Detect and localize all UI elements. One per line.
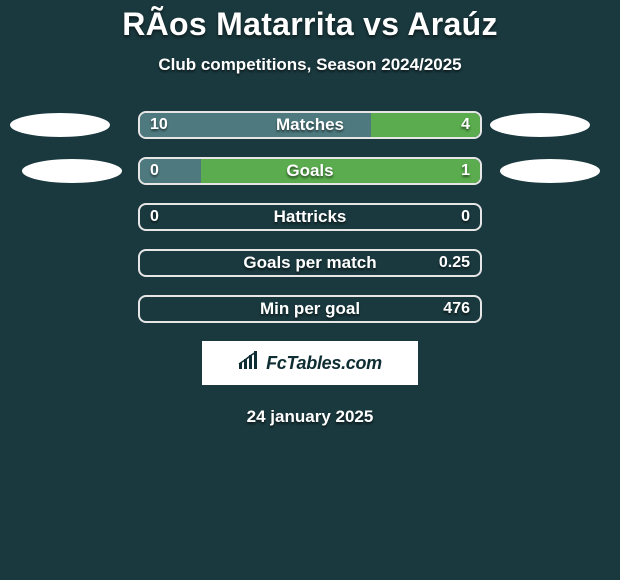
stat-row: Hattricks 0 0 [0,203,620,231]
comparison-card: RÃ­os Matarrita vs Araúz Club competitio… [0,0,620,580]
stat-label: Goals [286,161,333,181]
stat-value-right: 4 [461,116,470,134]
stat-bar: Hattricks 0 0 [138,203,482,231]
stat-label: Goals per match [243,253,376,273]
stat-bar: Goals per match 0.25 [138,249,482,277]
stat-value-right: 1 [461,162,470,180]
page-title: RÃ­os Matarrita vs Araúz [0,6,620,43]
decor-ellipse-right [490,113,590,137]
stat-value-left: 10 [150,116,168,134]
stat-row: Min per goal 476 [0,295,620,323]
bar-chart-icon [238,351,260,376]
stats-area: Matches 10 4 Goals 0 1 Hattricks 0 0 Goals per ma… [0,111,620,323]
stat-row: Matches 10 4 [0,111,620,139]
stat-value-left: 0 [150,208,159,226]
logo-text: FcTables.com [266,353,382,374]
decor-ellipse-left [22,159,122,183]
stat-label: Matches [276,115,344,135]
stat-row: Goals per match 0.25 [0,249,620,277]
stat-value-right: 0 [461,208,470,226]
logo-box: FcTables.com [202,341,418,385]
footer-date: 24 january 2025 [0,407,620,427]
stat-value-right: 0.25 [439,254,470,272]
stat-bar: Matches 10 4 [138,111,482,139]
bar-fill-right [201,159,480,183]
decor-ellipse-right [500,159,600,183]
stat-row: Goals 0 1 [0,157,620,185]
page-subtitle: Club competitions, Season 2024/2025 [0,55,620,75]
stat-value-right: 476 [443,300,470,318]
stat-label: Hattricks [274,207,347,227]
stat-bar: Goals 0 1 [138,157,482,185]
stat-value-left: 0 [150,162,159,180]
stat-label: Min per goal [260,299,360,319]
stat-bar: Min per goal 476 [138,295,482,323]
decor-ellipse-left [10,113,110,137]
